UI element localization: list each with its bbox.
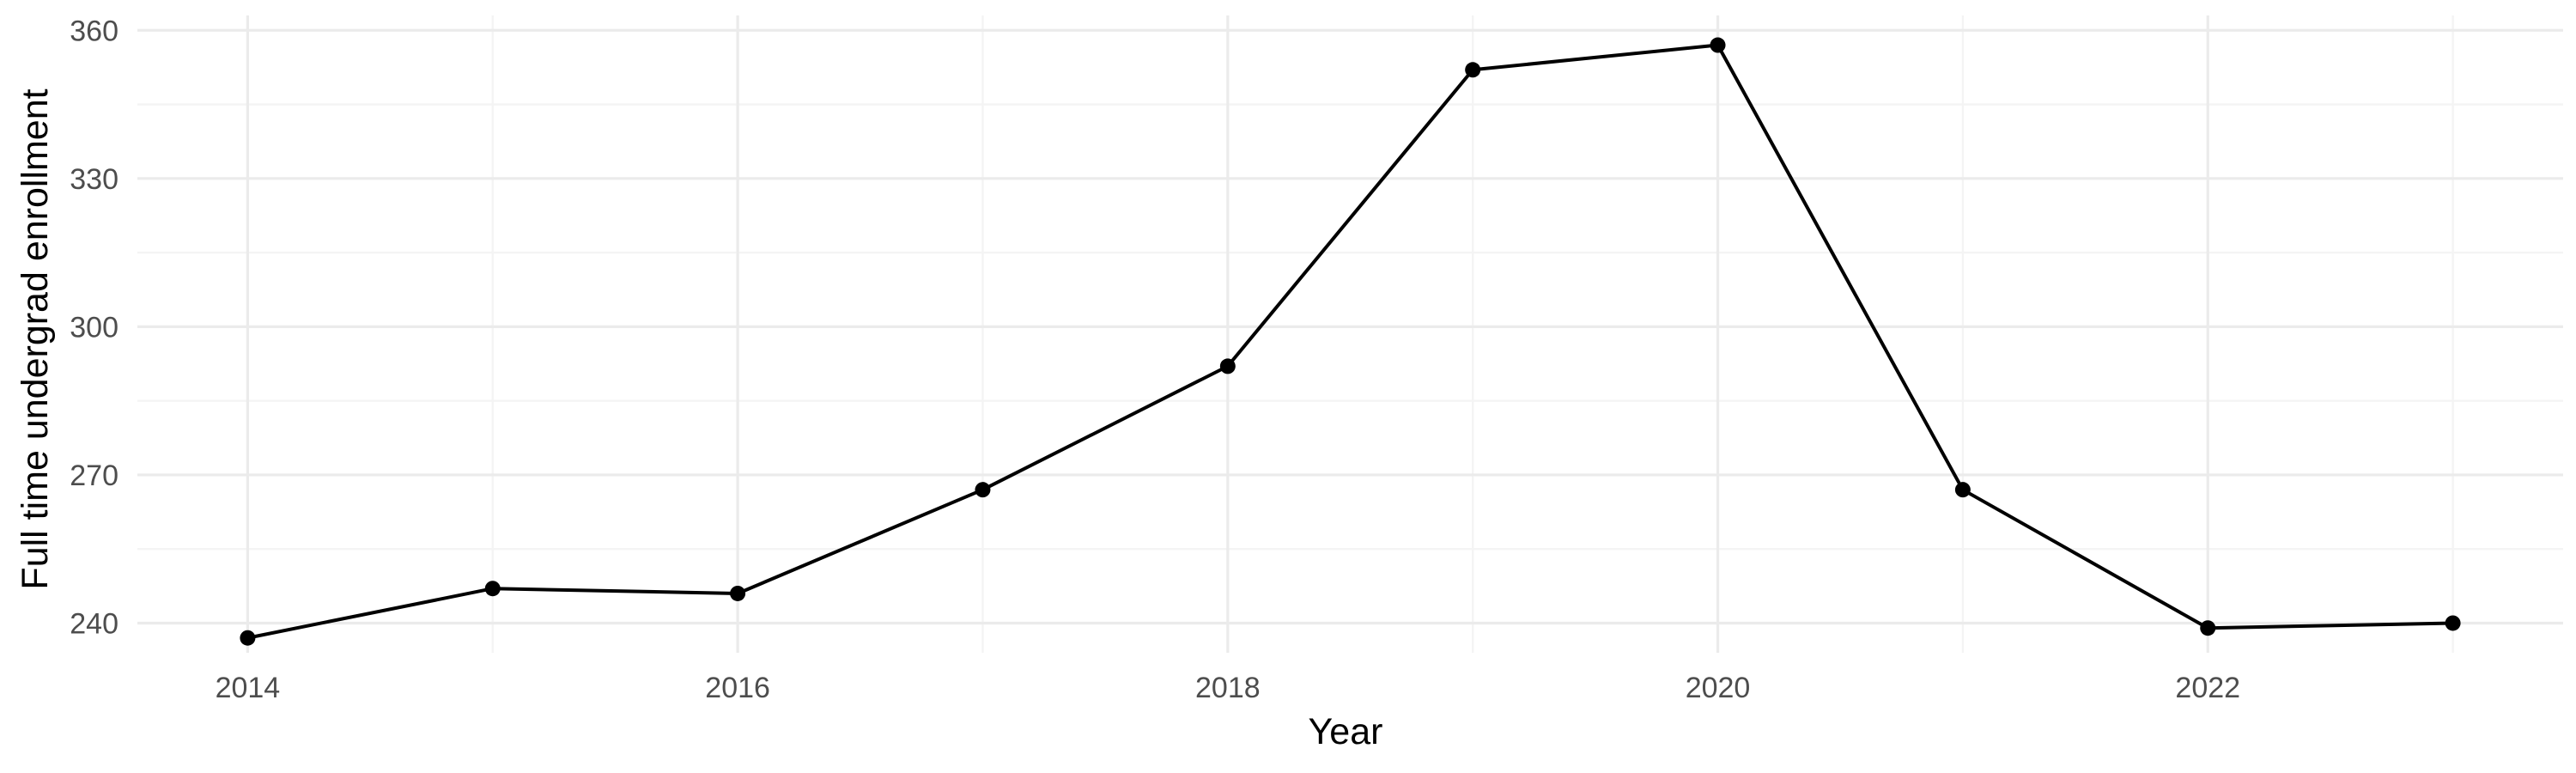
series-group	[240, 37, 2461, 646]
y-axis-ticks: 240 270 300 330 360	[70, 15, 118, 640]
x-axis-ticks: 2014 2016 2018 2020 2022	[216, 672, 2240, 704]
y-tick-label: 330	[70, 163, 118, 196]
y-tick-label: 300	[70, 311, 118, 344]
data-point	[730, 585, 746, 601]
x-axis-title: Year	[1309, 711, 1383, 752]
data-point	[1219, 358, 1236, 374]
x-tick-label: 2020	[1686, 672, 1751, 704]
data-point	[2445, 615, 2461, 631]
data-point	[1710, 37, 1726, 53]
data-point	[2200, 620, 2216, 636]
data-point	[484, 581, 501, 597]
data-point	[240, 630, 256, 646]
major-gridlines	[137, 15, 2563, 653]
x-tick-label: 2016	[705, 672, 770, 704]
x-tick-label: 2014	[216, 672, 281, 704]
data-point	[1465, 62, 1481, 78]
x-tick-label: 2022	[2175, 672, 2240, 704]
x-tick-label: 2018	[1195, 672, 1261, 704]
series-line	[247, 43, 2453, 640]
y-tick-label: 270	[70, 460, 118, 492]
y-tick-label: 240	[70, 607, 118, 640]
data-point	[975, 482, 991, 498]
minor-gridlines	[137, 15, 2563, 653]
data-point	[1954, 482, 1971, 498]
y-tick-label: 360	[70, 15, 118, 47]
y-axis-title: Full time undergrad enrollment	[15, 88, 56, 589]
